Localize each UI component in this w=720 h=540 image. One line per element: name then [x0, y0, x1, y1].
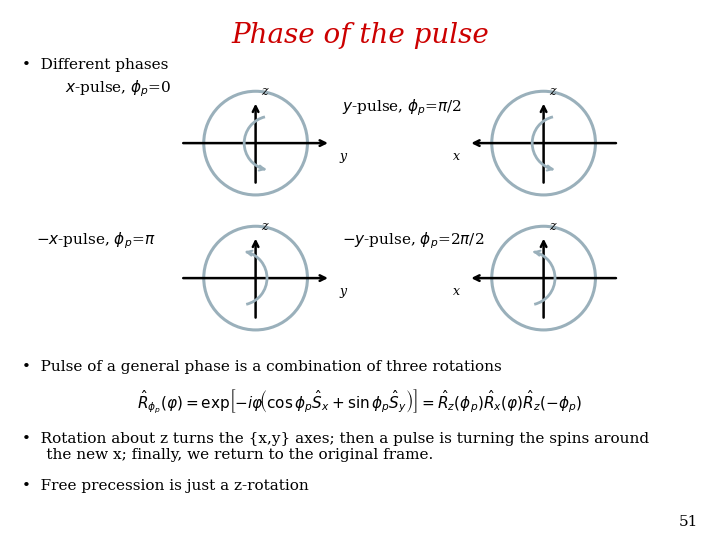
Text: $x$-pulse, $\phi_p$=0: $x$-pulse, $\phi_p$=0 [65, 79, 171, 99]
Text: z: z [549, 85, 556, 98]
Text: z: z [261, 85, 268, 98]
Text: y: y [339, 285, 346, 298]
Text: Phase of the pulse: Phase of the pulse [231, 22, 489, 49]
Text: $-y$-pulse, $\phi_p$=2$\pi$/2: $-y$-pulse, $\phi_p$=2$\pi$/2 [342, 230, 485, 251]
Text: y: y [339, 150, 346, 163]
Text: $y$-pulse, $\phi_p$=$\pi$/2: $y$-pulse, $\phi_p$=$\pi$/2 [342, 98, 462, 118]
Text: x: x [453, 150, 460, 163]
Text: z: z [549, 220, 556, 233]
Text: •  Rotation about z turns the {x,y} axes; then a pulse is turning the spins arou: • Rotation about z turns the {x,y} axes;… [22, 432, 649, 462]
Text: 51: 51 [679, 515, 698, 529]
Text: $-x$-pulse, $\phi_p$=$\pi$: $-x$-pulse, $\phi_p$=$\pi$ [36, 230, 156, 251]
Text: •  Different phases: • Different phases [22, 58, 168, 72]
Text: z: z [261, 220, 268, 233]
Text: x: x [453, 285, 460, 298]
Text: $\hat{R}_{\phi_p}(\varphi) = \exp\!\left[-i\varphi\!\left(\cos\phi_p \hat{S}_x +: $\hat{R}_{\phi_p}(\varphi) = \exp\!\left… [138, 388, 582, 416]
Text: •  Pulse of a general phase is a combination of three rotations: • Pulse of a general phase is a combinat… [22, 360, 501, 374]
Text: •  Free precession is just a z-rotation: • Free precession is just a z-rotation [22, 479, 308, 493]
